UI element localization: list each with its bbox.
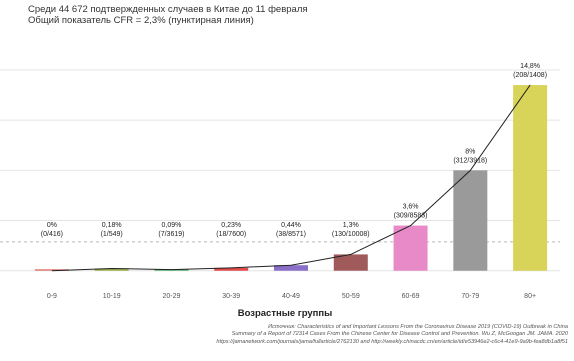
data-label-percent: 14,8%: [520, 63, 540, 70]
x-axis-label: Возрастные группы: [238, 308, 333, 319]
source-line-2: Summary of a Report of 72314 Cases From …: [231, 331, 568, 338]
data-label-cases: (18/7600): [216, 231, 246, 238]
bar-30-39: [214, 267, 249, 271]
bar-0-9: [34, 269, 69, 271]
bar-40-49: [274, 265, 308, 271]
data-label-percent: 1,3%: [343, 222, 359, 229]
data-label-percent: 0,09%: [162, 222, 182, 229]
x-tick-label: 70-79: [461, 293, 479, 300]
data-labels: 0% (0/416) 0,18% (1/549) 0,09% (7/3619) 0,23% (…: [41, 63, 547, 238]
bar-70-79: [453, 170, 488, 271]
data-label-percent: 0,44%: [281, 222, 301, 229]
trend-line: [51, 84, 531, 272]
data-label-cases: (0/416): [41, 231, 63, 238]
x-tick-label: 10-19: [103, 293, 121, 300]
x-tick-label: 40-49: [282, 293, 300, 300]
data-label-cases: (130/10008): [332, 231, 370, 238]
source-note: Источник: Characteristics of and Importa…: [216, 324, 568, 346]
data-label-cases: (309/8583): [394, 213, 428, 220]
data-label-cases: (1/549): [101, 231, 123, 238]
x-tick-label: 80+: [524, 293, 536, 300]
bar-50-59: [333, 254, 368, 271]
bars: [34, 85, 548, 271]
subtitle-line-2: Общий показатель CFR = 2,3% (пунктирная …: [28, 15, 254, 26]
data-label-cases: (7/3619): [158, 231, 184, 238]
x-tick-label: 0-9: [47, 293, 57, 300]
bar-80+: [513, 85, 548, 271]
x-tick-label: 20-29: [162, 293, 180, 300]
data-label-percent: 0%: [47, 222, 57, 229]
chart-subtitle: Среди 44 672 подтвержденных случаев в Ки…: [28, 4, 308, 26]
data-label-cases: (312/3918): [453, 157, 487, 164]
subtitle-line-1: Среди 44 672 подтвержденных случаев в Ки…: [28, 4, 308, 15]
trend-line-path: [51, 84, 531, 272]
data-label-percent: 3,6%: [403, 204, 419, 211]
bar-60-69: [393, 225, 428, 271]
x-tick-label: 50-59: [342, 293, 360, 300]
data-label-cases: (208/1408): [513, 72, 547, 79]
x-tick-label: 30-39: [222, 293, 240, 300]
source-line-1: Источник: Characteristics of and Importa…: [268, 324, 568, 330]
x-axis-ticks: 0-9 10-19 20-29 30-39 40-49 50-59 60-69 70-79 80…: [47, 293, 536, 300]
bar-10-19: [94, 268, 129, 271]
data-label-percent: 0,23%: [221, 222, 241, 229]
x-tick-label: 60-69: [402, 293, 420, 300]
data-label-percent: 8%: [465, 148, 475, 155]
data-label-percent: 0,18%: [102, 222, 122, 229]
source-line-3: https://jamanetwork.com/journals/jama/fu…: [216, 338, 568, 345]
data-label-cases: (38/8571): [276, 231, 306, 238]
